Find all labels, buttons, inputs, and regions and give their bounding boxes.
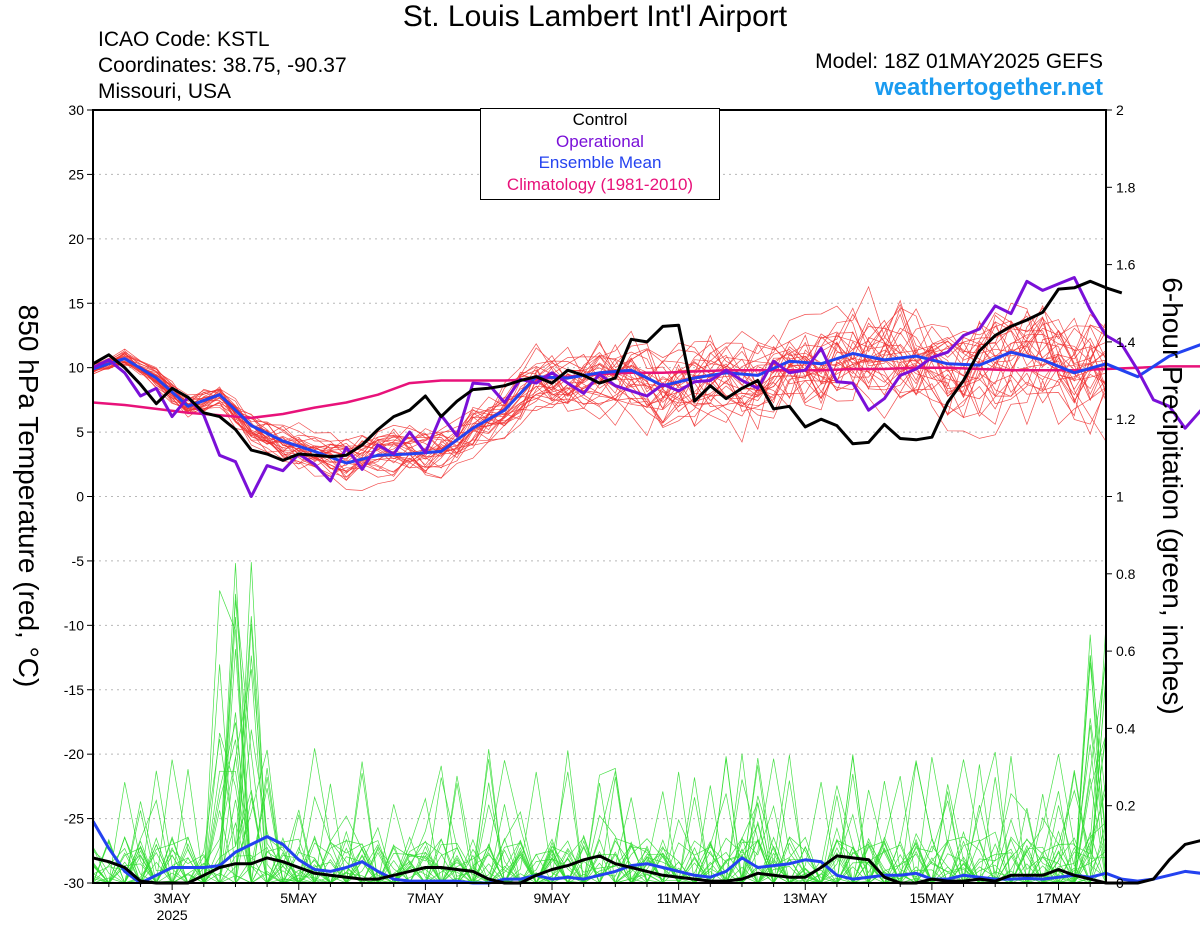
x-tick-label: 17MAY	[1036, 890, 1082, 906]
y-tick-label-right: 0.4	[1116, 720, 1136, 736]
y-tick-label-left: -30	[64, 875, 84, 891]
page-title: St. Louis Lambert Int'l Airport	[402, 0, 788, 33]
y-tick-label-left: 25	[68, 166, 84, 182]
icao-code: ICAO Code: KSTL	[98, 28, 270, 51]
y-tick-label-left: -5	[72, 553, 85, 569]
temp-member-line	[92, 334, 1107, 468]
y-tick-label-right: 1.4	[1116, 334, 1136, 350]
y-axis-label-left: 850 hPa Temperature (red, °C)	[13, 304, 44, 688]
location: Missouri, USA	[98, 80, 232, 103]
y-tick-label-left: 10	[68, 360, 84, 376]
legend-operational: Operational	[556, 131, 644, 151]
temp-member-line	[92, 312, 1107, 471]
temp-member-line	[92, 304, 1107, 459]
legend: Control Operational Ensemble Mean Climat…	[480, 108, 720, 200]
y-tick-label-left: -15	[64, 682, 84, 698]
temp-member-line	[92, 341, 1107, 460]
y-tick-label-right: 1.2	[1116, 411, 1136, 427]
temp-member-line	[92, 314, 1107, 481]
y-tick-label-left: 5	[76, 424, 84, 440]
legend-climatology: Climatology (1981-2010)	[506, 174, 694, 194]
control-precip-line	[92, 839, 1200, 885]
temp-member-line	[92, 299, 1107, 481]
y-tick-label-left: 20	[68, 231, 84, 247]
y-tick-label-right: 1.6	[1116, 257, 1136, 273]
y-tick-label-right: 1.8	[1116, 179, 1136, 195]
temp-member-line	[92, 330, 1107, 472]
x-tick-label: 11MAY	[657, 890, 701, 906]
y-tick-label-left: 30	[68, 102, 84, 118]
temp-member-line	[92, 313, 1107, 447]
temp-member-line	[92, 330, 1107, 473]
y-tick-label-right: 2	[1116, 102, 1124, 118]
legend-control: Control	[572, 110, 628, 129]
y-tick-label-left: -25	[64, 811, 84, 827]
x-tick-label: 13MAY	[783, 890, 829, 906]
ensemble-mean-precip-line	[91, 820, 1200, 885]
grid	[93, 173, 1106, 820]
y-tick-label-right: 0.2	[1116, 798, 1136, 814]
temp-member-line	[92, 319, 1107, 463]
temp-member-line	[92, 315, 1107, 468]
x-tick-label: 3MAY	[154, 890, 192, 906]
series-lines	[91, 276, 1200, 885]
ensemble-mean-temp-line	[92, 343, 1200, 465]
y-tick-label-right: 0.8	[1116, 566, 1136, 582]
y-tick-label-right: 0.6	[1116, 643, 1136, 659]
temp-member-line	[93, 340, 1107, 469]
temp-member-line	[92, 324, 1107, 474]
temp-member-line	[92, 305, 1107, 460]
model-run: Model: 18Z 01MAY2025 GEFS	[815, 50, 1103, 73]
axis-ticks: 302520151050-5-10-15-20-25-3021.81.61.41…	[64, 102, 1136, 923]
x-tick-label: 15MAY	[909, 890, 955, 906]
control-temp-line	[92, 279, 1123, 462]
temp-member-line	[92, 339, 1107, 478]
precip-member-line	[92, 616, 1107, 885]
y-axis-label-right: 6-hour Precipitation (green, inches)	[1157, 277, 1188, 715]
y-tick-label-left: -20	[64, 746, 84, 762]
climatology-1981-2010-temp-line	[92, 365, 1200, 420]
site-link[interactable]: weathertogether.net	[874, 74, 1103, 101]
y-tick-label-right: 1	[1116, 489, 1124, 505]
x-tick-label: 7MAY	[407, 890, 445, 906]
operational-temp-line	[92, 276, 1200, 498]
y-tick-label-right: 0	[1116, 875, 1124, 891]
coordinates: Coordinates: 38.75, -90.37	[98, 54, 347, 77]
x-tick-year-label: 2025	[157, 907, 188, 923]
legend-ensemble-mean: Ensemble Mean	[538, 153, 662, 172]
x-tick-label: 9MAY	[533, 890, 571, 906]
x-tick-label: 5MAY	[280, 890, 318, 906]
y-tick-label-left: 15	[68, 295, 84, 311]
y-tick-label-left: 0	[76, 489, 84, 505]
temp-member-line	[92, 310, 1107, 460]
temp-member-line	[92, 307, 1107, 463]
y-tick-label-left: -10	[64, 617, 84, 633]
